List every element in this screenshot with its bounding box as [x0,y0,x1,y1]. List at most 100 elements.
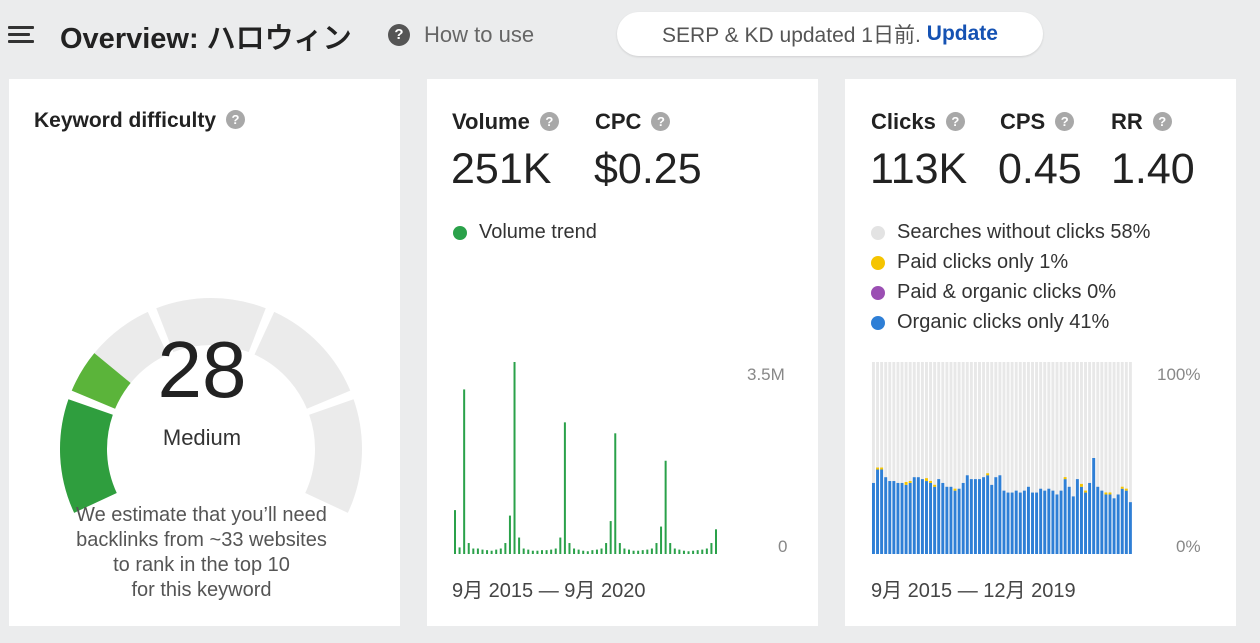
paid-clicks-bar [953,488,957,491]
paid-clicks-bar [933,484,937,487]
no-clicks-bar [1079,362,1083,554]
how-to-use-link[interactable]: ? How to use [388,22,534,48]
volume-value: 251K [451,145,552,193]
paid-clicks-bar [1079,483,1083,487]
no-clicks-bar [965,362,969,554]
clicks-label: Clicks [871,109,936,134]
volume-y-max-label: 3.5M [747,365,785,384]
volume-bar [637,550,640,554]
update-status-pill: SERP & KD updated 1日前. Update [617,12,1043,56]
hamburger-menu-icon[interactable] [8,24,34,46]
update-button[interactable]: Update [926,22,998,45]
volume-label: Volume [452,109,530,134]
paid-clicks-bar [925,478,928,482]
no-clicks-bar [1051,362,1055,554]
no-clicks-bar [1031,362,1034,554]
no-clicks-bar [1071,362,1075,554]
no-clicks-bar [1059,362,1063,554]
page-title: Overview: ハロウィン [60,23,352,55]
organic-clicks-bar [1067,486,1071,554]
no-clicks-bar [949,362,953,554]
volume-bar [715,529,717,554]
keyword-difficulty-title: Keyword difficulty? [34,109,246,133]
how-to-use-label: How to use [424,22,535,47]
volume-bar [660,526,663,554]
organic-clicks-bar [1002,490,1006,554]
no-clicks-bar [1108,362,1112,554]
gauge-segment-bg [156,298,266,353]
volume-bar [696,550,699,554]
no-clicks-bar [904,362,908,554]
volume-trend-legend: Volume trend [453,221,597,244]
volume-bar [541,550,543,554]
organic-clicks-bar [925,481,928,554]
difficulty-gauge [59,298,362,513]
difficulty-description: We estimate that you’ll need backlinks f… [49,503,354,603]
legend-paid-only: Paid clicks only 1% [871,251,1068,274]
organic-clicks-bar [1096,486,1100,554]
no-clicks-bar [990,362,994,554]
organic-clicks-bar [949,486,953,554]
clicks-title: Clicks? [871,109,965,135]
legend-organic-only: Organic clicks only 41% [871,311,1109,334]
no-clicks-bar [1116,362,1120,554]
no-clicks-bar [998,362,1002,554]
help-icon[interactable]: ? [1055,112,1075,131]
no-clicks-bar [908,362,912,554]
organic-clicks-bar [1026,486,1030,554]
help-icon[interactable]: ? [226,110,246,129]
organic-clicks-bar [908,482,912,554]
gauge-segment-filled [71,353,131,409]
clicks-bars [872,362,1132,554]
clicks-y-min-label: 0% [1176,537,1201,556]
organic-clicks-bar [900,482,904,554]
rr-label: RR [1111,109,1143,134]
help-icon[interactable]: ? [539,112,559,131]
volume-bar [609,521,612,554]
organic-clicks-bar [904,484,908,554]
organic-clicks-bar [1018,492,1022,554]
paid-clicks-bar [908,480,912,483]
legend-dot [871,255,885,270]
cps-label: CPS [1000,109,1046,134]
no-clicks-bar [973,362,977,554]
no-clicks-bar [1104,362,1108,554]
no-clicks-bar [1120,362,1124,554]
legend-paid-organic-label: Paid & organic clicks 0% [897,281,1116,303]
no-clicks-bar [945,362,949,554]
paid-clicks-bar [904,482,908,485]
volume-bar [508,515,511,554]
description-line: We estimate that you’ll need [76,504,327,526]
no-clicks-bar [1002,362,1006,554]
organic-clicks-bar [929,482,933,554]
gauge-segment-bg [254,311,351,409]
organic-clicks-bar [884,477,888,554]
organic-clicks-bar [945,486,949,554]
volume-bar [463,389,466,554]
clicks-date-range: 9月 2015 — 12月 2019 [871,580,1076,602]
no-clicks-bar [1010,362,1014,554]
help-icon[interactable]: ? [945,112,965,131]
clicks-card: Clicks? CPS? RR? 113K 0.45 1.40 Searches… [845,79,1236,626]
no-clicks-bar [1047,362,1051,554]
volume-bar [472,548,475,554]
difficulty-score: 28 [157,325,247,414]
volume-bar [458,547,461,554]
organic-clicks-bar [1079,486,1083,554]
no-clicks-bar [892,362,896,554]
volume-bar [476,548,479,554]
keyword-difficulty-label: Keyword difficulty [34,109,217,132]
volume-bar [628,549,630,554]
organic-clicks-bar [998,475,1002,554]
volume-bar [692,550,695,554]
volume-bar [650,548,653,554]
no-clicks-bar [916,362,920,554]
organic-clicks-bar [1006,492,1010,554]
volume-bar [573,548,576,554]
volume-bar [499,548,502,554]
help-icon[interactable]: ? [1152,112,1172,131]
volume-bar [641,550,644,554]
volume-bar [614,433,617,554]
help-icon[interactable]: ? [651,112,671,131]
no-clicks-bar [872,362,875,554]
